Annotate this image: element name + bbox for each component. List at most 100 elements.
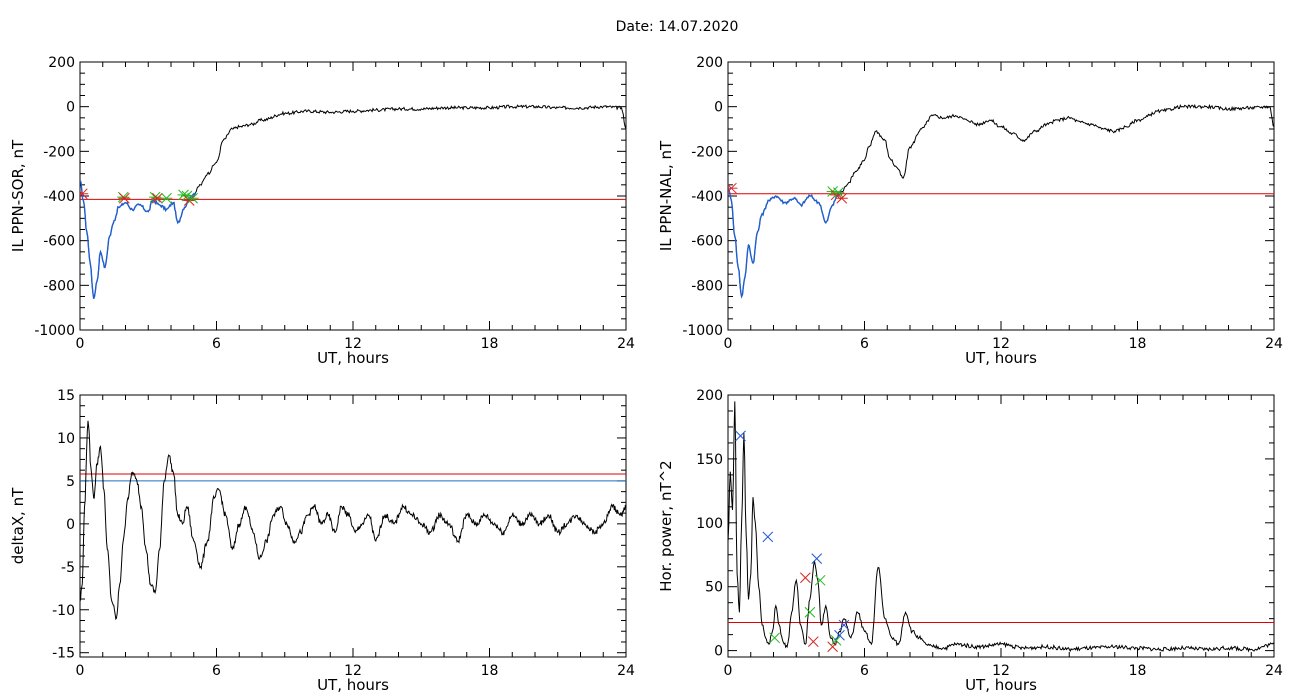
data-marker: [838, 619, 850, 631]
series-highlight: [80, 180, 197, 299]
x-tick-label: 24: [1265, 663, 1283, 679]
plot-frame: [79, 61, 627, 331]
y-tick-label: -1000: [682, 323, 723, 339]
x-tick-label: 18: [1129, 663, 1147, 679]
y-tick-label: -200: [43, 144, 75, 160]
y-tick-label: 10: [57, 431, 75, 447]
data-marker: [762, 531, 774, 543]
data-marker: [811, 553, 823, 564]
data-marker: [814, 574, 826, 586]
plot-frame: [727, 394, 1275, 658]
panel-hor-power: 0 6 12 18 24 0 50 100 150 200 UT, hours Hor. power,…: [657, 388, 1283, 694]
series-highlight: [728, 186, 842, 299]
panel-il-ppn-sor: 0 6 12 18 24 -1000 -800 -600 -400 -200 0 200 UT, hou…: [9, 55, 635, 367]
data-marker: [835, 192, 848, 204]
y-tick-label: 200: [696, 55, 723, 71]
x-axis-label: UT, hours: [317, 349, 389, 367]
x-tick-label: 6: [860, 336, 869, 352]
data-marker: [807, 636, 819, 648]
figure-title: Date: 14.07.2020: [615, 19, 739, 35]
y-tick-label: -800: [43, 278, 75, 294]
marker-stroke: [827, 641, 839, 653]
y-tick-label: 15: [57, 388, 75, 404]
x-tick-label: 6: [212, 663, 221, 679]
marker-stroke: [769, 632, 780, 644]
x-tick-label: 0: [76, 336, 85, 352]
y-tick-label: -15: [52, 646, 75, 662]
panel-deltax: 0 6 12 18 24 -15 -10 -5 0 5 10 15 UT, hours deltaX, n…: [9, 388, 635, 694]
y-tick-label: -10: [52, 603, 75, 619]
x-tick-label: 12: [992, 663, 1010, 679]
marker-stroke: [799, 572, 811, 584]
y-tick-label: 200: [48, 55, 75, 71]
x-tick-label: 0: [724, 663, 733, 679]
x-tick-label: 0: [724, 336, 733, 352]
data-marker: [183, 195, 196, 206]
x-tick-label: 24: [617, 663, 635, 679]
y-tick-label: 150: [696, 452, 723, 468]
y-tick-label: 0: [714, 100, 723, 116]
x-tick-label: 0: [76, 663, 85, 679]
x-tick-label: 12: [344, 336, 362, 352]
plot-area: [80, 420, 626, 621]
y-axis-label: Hor. power, nT^2: [657, 460, 675, 591]
plot-frame: [79, 394, 627, 658]
series-line: [80, 104, 626, 299]
x-tick-label: 12: [992, 336, 1010, 352]
y-axis-label: IL PPN-SOR, nT: [9, 139, 27, 252]
y-tick-label: -400: [43, 189, 75, 205]
data-marker: [769, 632, 780, 644]
data-marker: [827, 641, 839, 653]
plot-area: [728, 103, 1274, 299]
y-tick-label: 100: [696, 516, 723, 532]
data-marker: [804, 606, 816, 618]
y-tick-label: -400: [691, 189, 723, 205]
data-marker: [186, 192, 199, 204]
data-marker: [160, 192, 173, 204]
x-tick-label: 24: [1265, 336, 1283, 352]
x-tick-label: 18: [1129, 336, 1147, 352]
x-axis-label: UT, hours: [965, 676, 1037, 694]
data-marker: [118, 192, 131, 204]
y-axis-label: deltaX, nT: [9, 487, 27, 564]
marker-stroke: [807, 636, 819, 648]
plot-area: [80, 104, 626, 299]
series-line: [728, 103, 1274, 299]
x-tick-label: 18: [481, 336, 499, 352]
y-tick-label: 5: [66, 474, 75, 490]
y-tick-label: 50: [705, 580, 723, 596]
x-tick-label: 6: [212, 336, 221, 352]
x-tick-label: 12: [344, 663, 362, 679]
marker-stroke: [814, 574, 826, 586]
x-tick-label: 24: [617, 336, 635, 352]
x-tick-label: 18: [481, 663, 499, 679]
marker-stroke: [830, 635, 842, 646]
marker-stroke: [804, 606, 816, 618]
marker-stroke: [838, 619, 850, 631]
y-axis-label: IL PPN-NAL, nT: [657, 140, 675, 251]
y-tick-label: -800: [691, 278, 723, 294]
y-tick-label: 0: [66, 100, 75, 116]
y-tick-label: 0: [66, 517, 75, 533]
data-marker: [799, 572, 811, 584]
y-tick-label: -1000: [34, 323, 75, 339]
data-marker: [80, 188, 89, 200]
x-axis-label: UT, hours: [965, 349, 1037, 367]
y-tick-label: -5: [61, 560, 75, 576]
marker-stroke: [811, 553, 823, 564]
y-tick-label: -600: [691, 234, 723, 250]
y-tick-label: 200: [696, 388, 723, 404]
plot-area: [728, 401, 1274, 653]
marker-stroke: [762, 531, 774, 543]
y-tick-label: -200: [691, 144, 723, 160]
marker-stroke: [735, 430, 746, 442]
data-marker: [830, 635, 842, 646]
data-marker: [834, 629, 845, 641]
y-tick-label: -600: [43, 234, 75, 250]
series-line: [728, 401, 1274, 653]
data-marker: [728, 182, 738, 194]
data-marker: [832, 187, 845, 199]
x-tick-label: 6: [860, 663, 869, 679]
x-axis-label: UT, hours: [317, 676, 389, 694]
